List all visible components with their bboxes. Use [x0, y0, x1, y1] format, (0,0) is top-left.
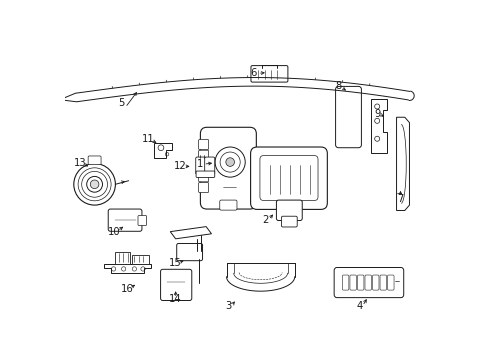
- FancyBboxPatch shape: [108, 209, 142, 231]
- Text: 10: 10: [108, 227, 121, 237]
- FancyBboxPatch shape: [198, 183, 208, 193]
- Text: 16: 16: [120, 284, 133, 294]
- FancyBboxPatch shape: [364, 275, 371, 290]
- Polygon shape: [131, 255, 148, 264]
- Polygon shape: [103, 264, 151, 273]
- FancyBboxPatch shape: [276, 200, 302, 221]
- Circle shape: [90, 180, 99, 189]
- Text: 11: 11: [142, 134, 154, 144]
- FancyBboxPatch shape: [349, 275, 356, 290]
- FancyBboxPatch shape: [357, 275, 363, 290]
- Text: 7: 7: [396, 194, 403, 204]
- Text: 13: 13: [74, 158, 86, 168]
- Text: 6: 6: [250, 68, 256, 78]
- FancyBboxPatch shape: [198, 150, 208, 160]
- Polygon shape: [170, 226, 211, 239]
- FancyBboxPatch shape: [198, 172, 208, 182]
- FancyBboxPatch shape: [204, 157, 214, 174]
- FancyBboxPatch shape: [250, 147, 326, 210]
- Text: 1: 1: [196, 159, 203, 169]
- FancyBboxPatch shape: [196, 171, 214, 177]
- Text: 2: 2: [262, 215, 268, 225]
- FancyBboxPatch shape: [160, 269, 191, 301]
- Text: 9: 9: [373, 109, 380, 119]
- FancyBboxPatch shape: [138, 216, 146, 226]
- Polygon shape: [396, 117, 408, 211]
- Text: 15: 15: [169, 258, 182, 268]
- FancyBboxPatch shape: [198, 139, 208, 149]
- FancyBboxPatch shape: [195, 157, 205, 174]
- FancyBboxPatch shape: [342, 275, 348, 290]
- Text: 14: 14: [169, 294, 182, 304]
- Circle shape: [225, 158, 234, 166]
- Text: 8: 8: [335, 81, 341, 91]
- FancyBboxPatch shape: [219, 200, 237, 210]
- Text: 3: 3: [225, 301, 231, 311]
- Polygon shape: [370, 99, 386, 153]
- FancyBboxPatch shape: [198, 161, 208, 171]
- FancyBboxPatch shape: [335, 86, 361, 148]
- Text: 4: 4: [355, 301, 362, 311]
- Text: 5: 5: [119, 98, 125, 108]
- Text: 12: 12: [173, 161, 186, 171]
- Polygon shape: [153, 143, 171, 158]
- FancyBboxPatch shape: [88, 156, 101, 165]
- FancyBboxPatch shape: [372, 275, 378, 290]
- FancyBboxPatch shape: [379, 275, 386, 290]
- FancyBboxPatch shape: [281, 216, 297, 227]
- FancyBboxPatch shape: [200, 127, 256, 209]
- FancyBboxPatch shape: [333, 267, 403, 298]
- FancyBboxPatch shape: [176, 243, 202, 261]
- FancyBboxPatch shape: [250, 66, 287, 82]
- FancyBboxPatch shape: [260, 156, 317, 201]
- FancyBboxPatch shape: [387, 275, 393, 290]
- Polygon shape: [115, 252, 129, 264]
